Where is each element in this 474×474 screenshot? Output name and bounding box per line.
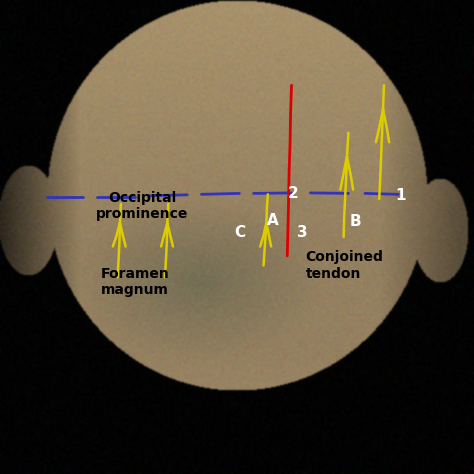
Text: C: C <box>234 225 245 240</box>
Text: 2: 2 <box>288 186 298 201</box>
Text: Conjoined
tendon: Conjoined tendon <box>306 250 383 281</box>
Text: Occipital
prominence: Occipital prominence <box>96 191 188 221</box>
Text: 1: 1 <box>395 188 406 203</box>
Text: Foramen
magnum: Foramen magnum <box>100 267 170 297</box>
Text: B: B <box>350 214 361 229</box>
Text: A: A <box>267 213 278 228</box>
Text: 3: 3 <box>297 225 308 240</box>
